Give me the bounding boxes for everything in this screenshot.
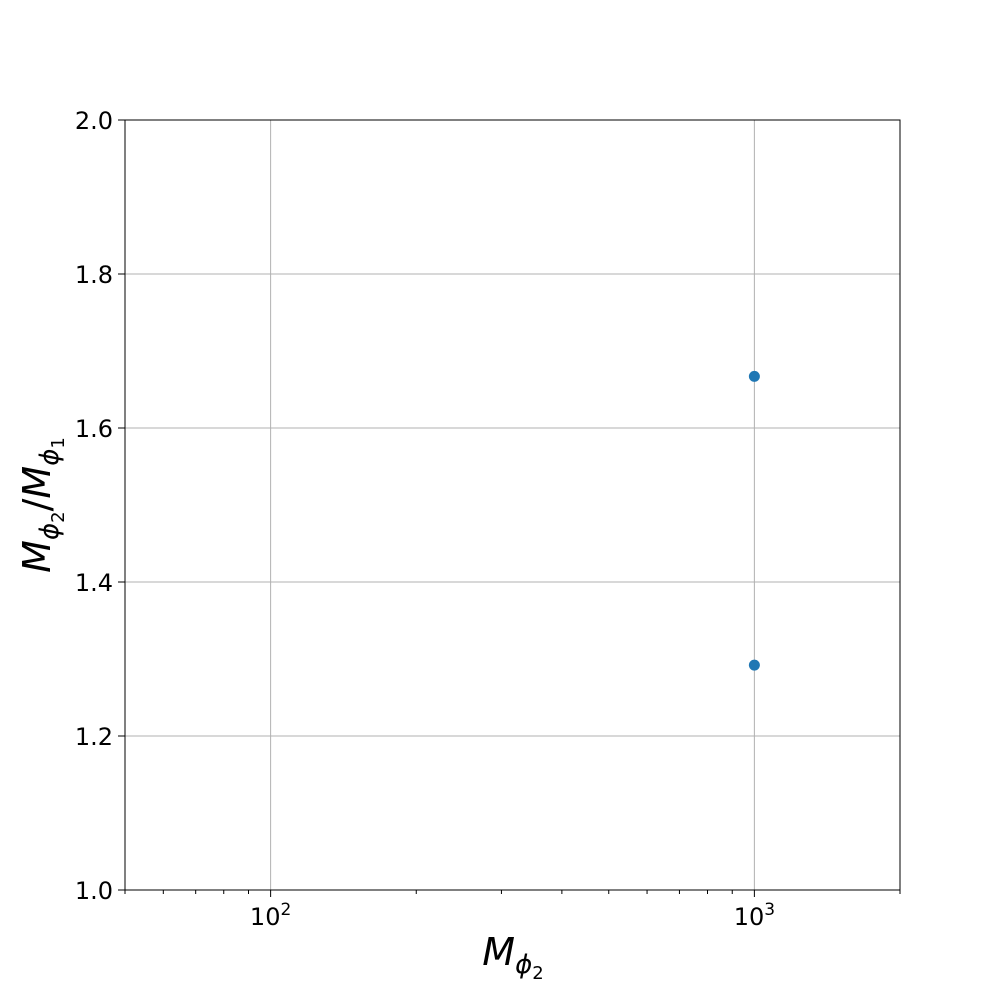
y-label-phi1: ϕ xyxy=(35,523,65,540)
y-tick-label: 1.0 xyxy=(75,877,113,905)
y-tick-label: 1.4 xyxy=(75,569,113,597)
y-label-slash: / xyxy=(15,498,59,511)
y-axis-label: Mϕ2/Mϕ1 xyxy=(15,437,69,573)
y-label-sub1: 2 xyxy=(48,511,69,522)
x-tick-label: 103 xyxy=(734,900,775,931)
y-label-phi2: ϕ xyxy=(35,449,65,466)
y-tick-label: 1.2 xyxy=(75,723,113,751)
y-label-sub2: 1 xyxy=(48,437,69,448)
x-label-phi: ϕ xyxy=(515,950,532,980)
x-minor-ticks xyxy=(124,890,901,894)
y-label-m2: M xyxy=(15,466,59,499)
y-tick-label: 1.6 xyxy=(75,415,113,443)
y-tick-label: 2.0 xyxy=(75,107,113,135)
data-points xyxy=(748,370,760,671)
major-ticks xyxy=(118,119,755,897)
x-tick-label: 102 xyxy=(250,900,291,931)
data-point xyxy=(748,659,760,671)
grid-lines xyxy=(125,119,900,891)
x-label-m: M xyxy=(482,930,515,974)
tick-labels: 1.0 1.2 1.4 1.6 1.8 2.0 102 103 xyxy=(75,107,775,931)
y-tick-label: 1.8 xyxy=(75,261,113,289)
y-label-m1: M xyxy=(15,540,59,573)
x-label-sub: 2 xyxy=(532,963,543,984)
plot-frame xyxy=(124,119,901,891)
data-point xyxy=(748,370,760,382)
x-axis-label: Mϕ2 xyxy=(482,930,543,984)
